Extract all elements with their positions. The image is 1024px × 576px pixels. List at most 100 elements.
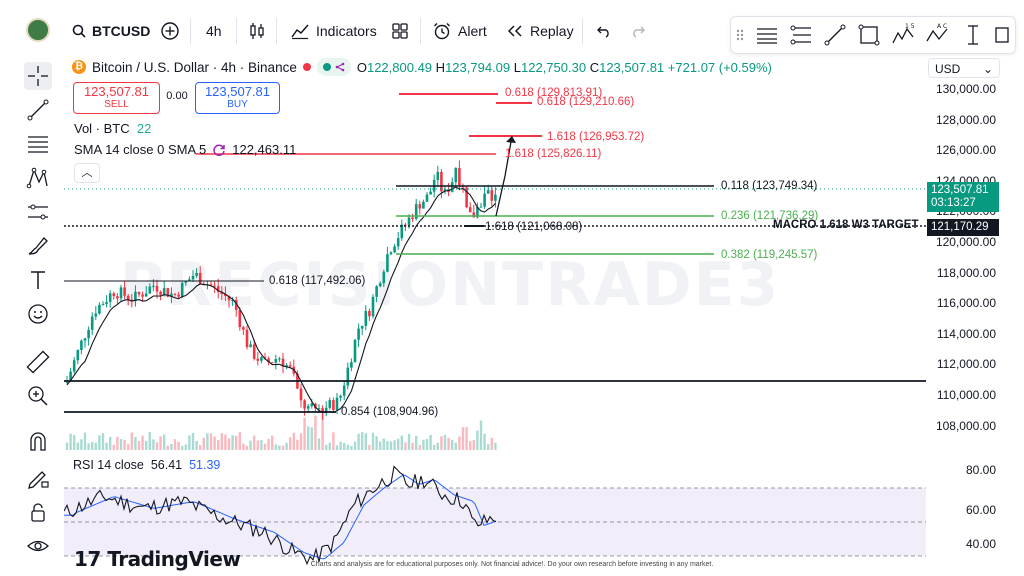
elliott-wave-icon[interactable]: 1 5 [891,23,915,47]
horizontal-lines-icon[interactable] [755,23,779,47]
emoji-tool[interactable] [24,300,52,328]
volume-bar [389,441,393,450]
pencil-lock-icon [28,471,49,489]
zoom-tool[interactable] [24,382,52,410]
rsi-pane[interactable] [64,455,926,565]
volume-bar [447,437,450,450]
candle-body [407,217,411,226]
fib-tool[interactable] [24,130,52,158]
price-tick: 130,000.00 [935,82,996,96]
drag-handle-icon[interactable] [735,23,745,47]
trend-line-tool[interactable] [24,96,52,124]
divider [236,18,237,44]
candle-body [465,187,468,208]
candle-body [454,167,458,183]
currency-select[interactable]: USD ⌄ [928,58,1000,78]
zoom-in-icon [28,386,48,406]
volume-bar [123,439,126,450]
price-chart[interactable] [64,56,926,450]
fib-channel-icon[interactable] [789,23,813,47]
candle-body [198,272,202,285]
symbol-search[interactable]: BTCUSD [72,21,150,41]
price-tick: 110,000.00 [936,388,996,402]
candle-body [400,224,404,239]
projection-path [495,135,513,217]
candle-body [328,400,332,408]
candle-body [224,293,227,297]
buy-label: BUY [227,99,248,110]
chevron-down-icon: ⌄ [982,62,993,76]
volume-bar [116,436,119,450]
collapse-legend-button[interactable]: ︿ [74,163,100,183]
drawing-mode-tool[interactable] [24,464,52,492]
candle-body [468,207,472,213]
candle-body [278,358,281,360]
low-label: L [513,59,521,75]
volume-bar [285,442,288,450]
volume-bar [155,442,159,450]
candle-body [274,358,278,363]
pattern-tool[interactable] [24,164,52,192]
currency-label: USD [935,62,961,76]
brush-tool[interactable] [24,232,52,260]
abc-pattern-icon[interactable]: A C [925,23,949,47]
lock-tool[interactable] [24,498,52,526]
redo-button[interactable] [630,21,646,41]
volume-bar [209,433,213,450]
sma-legend: SMA 14 close 0 SMA 5 122,463.11 [74,142,296,157]
candle-body [306,406,310,409]
smiley-icon [28,304,48,324]
candle-body [314,403,317,409]
magnet-tool[interactable] [24,428,52,456]
volume-bar [148,432,151,450]
more-icon[interactable] [993,23,1017,47]
alert-label: Alert [458,23,487,39]
volume-bar [472,440,475,450]
candle-body [321,408,324,413]
price-tick: 120,000.00 [935,235,996,249]
forecast-tool[interactable] [24,198,52,226]
indicators-button[interactable]: Indicators [290,21,377,41]
compare-button[interactable] [160,21,180,41]
replay-button[interactable]: Replay [506,21,574,41]
volume-bar [224,434,227,450]
volume-bar [105,442,108,450]
measure-tool[interactable] [24,348,52,376]
visibility-tool[interactable] [24,532,52,560]
text-cursor-icon[interactable] [961,23,985,47]
volume-bar [346,444,349,450]
volume-bar [296,439,299,450]
candle-body [144,293,148,297]
volume-bar [371,432,375,450]
crosshair-tool[interactable] [24,62,52,90]
volume-bar [335,445,339,450]
sell-button[interactable]: 123,507.81 SELL [73,82,160,114]
text-tool[interactable] [24,266,52,294]
layouts-button[interactable] [391,21,409,41]
data-source-badge[interactable] [316,58,351,76]
price-tick: 114,000.00 [936,326,996,341]
volume-bar [339,441,342,450]
candle-body [76,349,80,361]
left-toolbar [0,62,64,576]
volume-bar [461,427,465,450]
candle-body [299,388,303,401]
avatar[interactable] [26,18,50,42]
trend-line-icon[interactable] [823,23,847,47]
interval-button[interactable]: 4h [206,21,222,41]
candle-body [87,329,90,339]
chart-type-button[interactable] [248,21,266,41]
alert-button[interactable]: Alert [432,21,487,41]
refresh-icon[interactable] [212,143,226,157]
rsi-tick: 60.00 [965,503,996,517]
undo-button[interactable] [596,21,612,41]
candle-body [371,296,375,317]
text-icon [31,271,45,289]
price-axis[interactable]: 130,000.00 128,000.00 126,000.00 124,000.00… [926,56,1006,566]
rectangle-icon[interactable] [857,23,881,47]
volume-bar [436,442,439,450]
candle-body [141,294,144,297]
volume-bar [418,445,421,450]
buy-button[interactable]: 123,507.81 BUY [195,82,280,114]
candle-body [191,275,195,280]
